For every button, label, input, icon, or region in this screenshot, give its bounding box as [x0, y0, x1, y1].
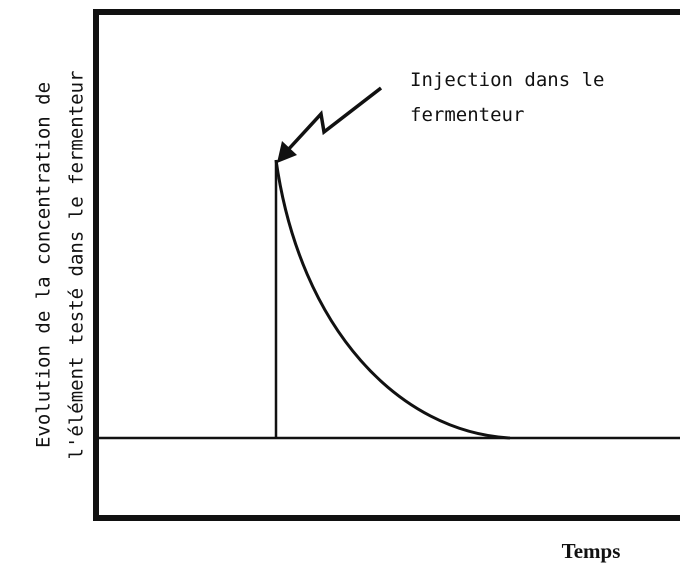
- arrow-head: [277, 141, 297, 163]
- x-axis-label: Temps: [562, 539, 621, 563]
- arrow-shaft: [284, 86, 383, 154]
- decay-curve: [274, 159, 511, 440]
- y-axis-label: l'élément testé dans le fermenteur: [66, 71, 88, 460]
- annotation-line: Injection dans le: [410, 69, 604, 91]
- frame: [93, 9, 680, 521]
- y-axis-label: Evolution de la concentration de: [33, 82, 55, 448]
- annotation-line: fermenteur: [410, 104, 524, 126]
